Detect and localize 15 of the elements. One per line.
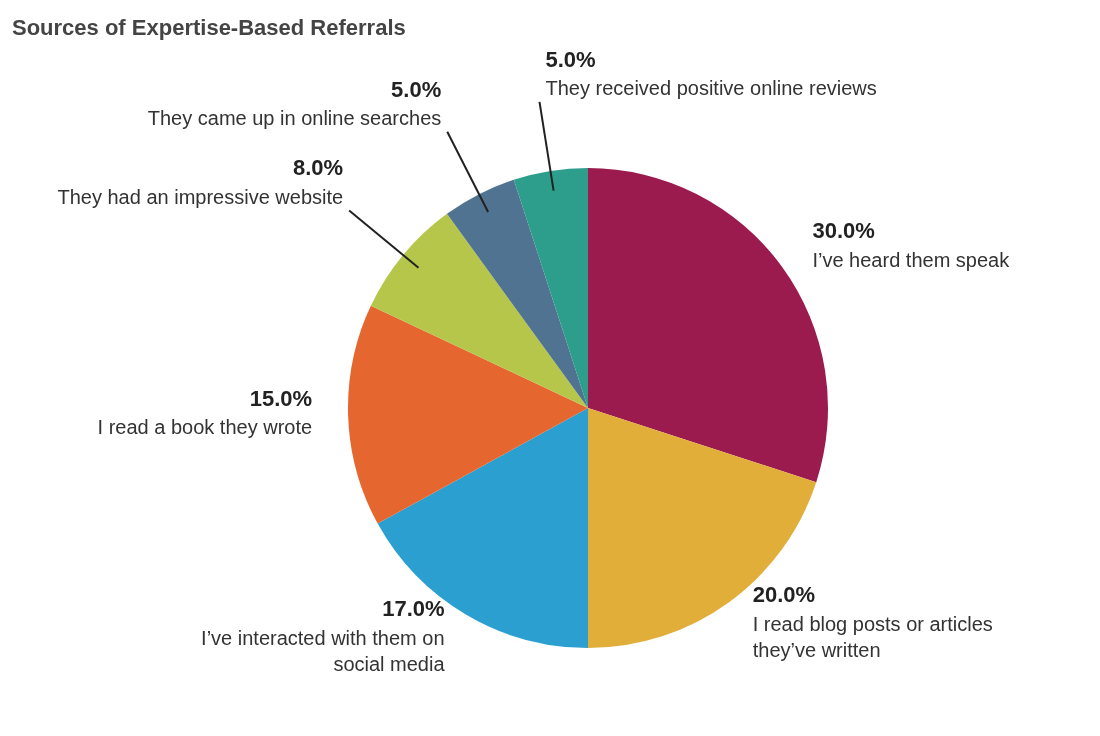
slice-label: I read a book they wrote	[97, 416, 313, 438]
data-label: 8.0%	[292, 155, 344, 181]
data-label: 20.0%	[752, 582, 816, 608]
slice-label: They came up in online searches	[147, 107, 442, 130]
slice-label: They received positive online reviews	[545, 77, 877, 100]
data-label: 15.0%	[249, 385, 313, 411]
chart-title: Sources of Expertise-Based Referrals	[11, 14, 407, 42]
slice-label: I read blog posts or articles they’ve written	[752, 612, 993, 661]
slice-label: I’ve interacted with them on social media	[201, 626, 446, 675]
slice-label: I’ve heard them speak	[812, 248, 1011, 271]
data-label: 17.0%	[382, 596, 445, 622]
data-label: 5.0%	[391, 76, 442, 102]
slice-label: They had an impressive website	[57, 185, 344, 208]
data-label: 5.0%	[545, 46, 596, 72]
data-label: 30.0%	[812, 218, 875, 244]
